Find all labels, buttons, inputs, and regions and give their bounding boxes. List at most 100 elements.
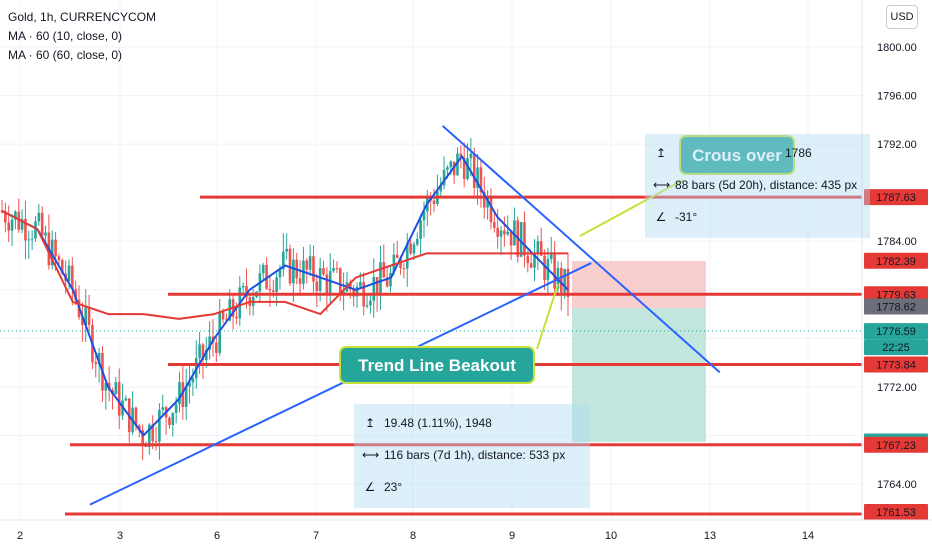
y-tick-label: 1796.00 xyxy=(877,91,917,103)
price-label-bg xyxy=(864,356,928,373)
currency-button[interactable]: USD xyxy=(886,5,918,29)
candle-up xyxy=(369,300,372,306)
candle-down xyxy=(402,268,406,270)
price-label-bg xyxy=(864,504,928,520)
symbol-title[interactable]: Gold, 1h, CURRENCYCOM xyxy=(8,10,157,24)
candle-up xyxy=(389,272,392,287)
candle-up xyxy=(563,268,566,293)
candle-down xyxy=(268,288,272,291)
candle-down xyxy=(117,382,121,416)
candle-down xyxy=(539,241,543,256)
price-label-bg xyxy=(864,436,928,453)
price-label-bg xyxy=(864,252,928,269)
candle-down xyxy=(245,285,248,298)
candle-up xyxy=(148,424,151,447)
candle-up xyxy=(84,307,88,326)
time-axis[interactable]: 2 3 6 7 8 9 10 13 14 xyxy=(0,519,932,550)
price-label: 1776.59 xyxy=(876,326,916,338)
candle-up xyxy=(204,349,208,361)
trend-lines[interactable] xyxy=(89,125,721,506)
candle-down xyxy=(509,231,513,246)
x-tick-label: 3 xyxy=(117,530,123,542)
x-tick-label: 6 xyxy=(214,530,220,542)
y-tick-label: 1764.00 xyxy=(877,479,917,491)
candle-down xyxy=(395,254,399,259)
price-label: 1779.63 xyxy=(876,289,916,301)
candle-up xyxy=(34,221,37,239)
candle-down xyxy=(409,243,412,254)
candle-up xyxy=(278,269,282,278)
price-label-bg xyxy=(864,339,928,356)
candle-up xyxy=(439,185,443,192)
candle-up xyxy=(282,251,285,270)
candle-up xyxy=(275,277,278,292)
candle-up xyxy=(191,378,195,383)
candle-down xyxy=(382,262,386,278)
candle-up xyxy=(365,305,369,307)
candle-up xyxy=(198,344,201,359)
price-label: 1761.53 xyxy=(876,507,916,519)
candle-up xyxy=(20,218,24,230)
candle-up xyxy=(456,153,459,176)
measure-bottom-range: 19.48 (1.11%), 1948 xyxy=(384,416,492,430)
candle-down xyxy=(54,239,57,257)
price-axis[interactable]: 1800.00 1796.00 1792.00 1784.00 1772.00 1764.… xyxy=(861,0,932,550)
price-range-icon: ↥ xyxy=(364,416,376,430)
price-label-bg xyxy=(864,323,928,340)
candle-up xyxy=(446,167,449,170)
candle-up xyxy=(533,252,536,268)
candle-down xyxy=(325,274,329,294)
candle-up xyxy=(449,161,453,168)
candle-down xyxy=(81,317,84,326)
measure-box-bottom[interactable]: ↥ 19.48 (1.11%), 1948 ⟷ 116 bars (7d 1h), … xyxy=(354,404,590,508)
price-label: 1787.63 xyxy=(876,192,916,204)
measure-bottom-angle: 23° xyxy=(384,480,403,494)
candle-down xyxy=(305,260,309,270)
candle-up xyxy=(318,268,322,292)
grid xyxy=(0,0,862,520)
candle-down xyxy=(271,290,275,292)
y-tick-label: 1784.00 xyxy=(877,236,917,248)
breakout-callout-box xyxy=(339,346,535,384)
candle-up xyxy=(67,265,71,281)
candle-down xyxy=(138,425,141,431)
ma-fast-legend[interactable]: MA · 60 (10, close, 0) xyxy=(8,29,123,43)
candle-down xyxy=(503,230,506,235)
candle-up xyxy=(412,244,416,254)
candle-down xyxy=(71,265,74,290)
x-tick-label: 10 xyxy=(605,530,617,542)
candle-down xyxy=(479,167,483,193)
ma-slow-legend[interactable]: MA · 60 (60, close, 0) xyxy=(8,48,123,62)
candle-down xyxy=(107,382,111,391)
candle-down xyxy=(472,153,476,188)
candle-up xyxy=(30,238,34,240)
candle-up xyxy=(161,407,165,410)
candle-down xyxy=(493,222,496,228)
price-label-bg xyxy=(864,189,928,206)
candle-up xyxy=(308,256,312,270)
measure-box-top[interactable]: ↥ 1786 ⟷ 88 bars (5d 20h), distance: 435 p… xyxy=(645,134,870,238)
candle-down xyxy=(432,200,436,204)
candle-down xyxy=(385,277,389,287)
candle-down xyxy=(141,430,144,445)
ma-slow-line xyxy=(1,210,568,320)
candle-up xyxy=(158,409,161,442)
candle-up xyxy=(499,230,503,237)
measure-top-angle: -31° xyxy=(675,210,698,224)
crossover-pointer xyxy=(579,179,684,237)
measure-top-range: 1786 xyxy=(785,146,812,160)
candle-up xyxy=(415,238,419,245)
candle-down xyxy=(17,211,21,230)
candle-up xyxy=(27,239,31,241)
price-label: 22:25 xyxy=(882,342,910,354)
x-tick-label: 14 xyxy=(802,530,814,542)
candle-up xyxy=(104,382,108,391)
callouts[interactable]: Crous over Trend Line Beakout xyxy=(339,135,795,384)
candle-down xyxy=(201,344,205,361)
position-tool[interactable] xyxy=(572,261,706,442)
angle-icon: ∠ xyxy=(655,210,667,224)
x-tick-label: 9 xyxy=(509,530,515,542)
candle-down xyxy=(560,267,563,293)
